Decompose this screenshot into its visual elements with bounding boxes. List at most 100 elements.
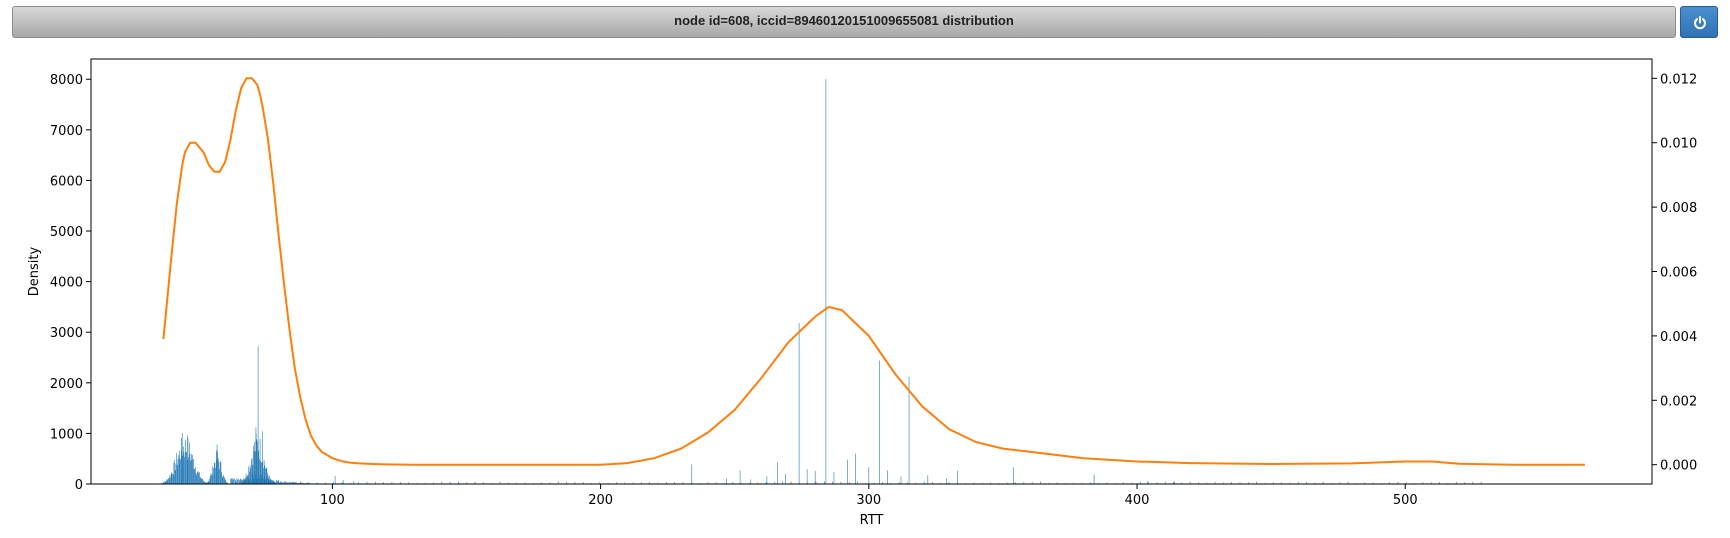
y-tick-label: 8000 [50, 73, 83, 88]
histogram-bar [195, 467, 196, 484]
histogram-bar [253, 478, 255, 484]
histogram-bar [342, 479, 344, 484]
histogram-bar [172, 474, 174, 484]
histogram-bar [566, 481, 567, 484]
histogram-bar [226, 482, 227, 484]
histogram-bar [266, 467, 268, 484]
histogram-bar [1322, 481, 1324, 484]
histogram-bar [691, 464, 693, 484]
histogram-bar [187, 435, 188, 484]
histogram-bar [251, 459, 252, 484]
histogram-bar [927, 475, 929, 484]
histogram-bar [333, 482, 335, 484]
histogram-bar [217, 452, 218, 484]
histogram-bar [1372, 482, 1374, 484]
histogram-bar [416, 482, 418, 484]
histogram-bar [259, 438, 261, 484]
histogram-bar [690, 482, 692, 484]
histogram-bar [185, 451, 187, 484]
histogram-bar [1406, 482, 1407, 484]
histogram-bar [250, 467, 252, 484]
y-tick-label: 5000 [50, 225, 83, 240]
histogram-bar [1031, 482, 1033, 484]
histogram-bar [857, 481, 858, 484]
histogram-bar [915, 482, 917, 484]
histogram-bar [1239, 482, 1241, 484]
histogram-bar [334, 475, 336, 484]
histogram-bar [1331, 482, 1332, 484]
histogram-bar [263, 468, 264, 484]
histogram-bar [216, 444, 218, 484]
histogram-bar [226, 481, 228, 484]
histogram-bar [308, 482, 310, 484]
histogram-bar [199, 472, 200, 484]
histogram-bar [1455, 481, 1457, 484]
histogram-bar [268, 480, 270, 484]
histogram-bar [177, 459, 179, 484]
histogram-bar [252, 465, 254, 484]
histogram-bar [288, 482, 289, 484]
histogram-bar [187, 438, 189, 484]
histogram-bar [366, 481, 368, 484]
histogram-bar [178, 454, 179, 484]
histogram-bar [832, 481, 833, 484]
histogram-bar [253, 451, 255, 484]
histogram-bar [1272, 482, 1274, 484]
histogram-bar [248, 466, 250, 484]
histogram-bar [247, 477, 248, 484]
histogram-bar [549, 482, 551, 484]
histogram-bar [1156, 482, 1158, 484]
histogram-bar [1430, 482, 1432, 484]
histogram-bar [1181, 482, 1183, 484]
histogram-bar [201, 479, 203, 484]
histogram-bar [300, 481, 301, 484]
histogram-bar [273, 480, 275, 484]
histogram-bar [1131, 482, 1133, 484]
histogram-bar [215, 467, 216, 484]
histogram-bar [607, 482, 609, 484]
histogram-bar [173, 462, 175, 484]
histogram-bar [285, 482, 287, 484]
histogram-bar [907, 482, 908, 484]
histogram-bar [823, 481, 825, 484]
histogram-bar [1256, 481, 1257, 484]
x-tick-label: 500 [1393, 493, 1418, 508]
histogram-bar [1164, 481, 1166, 484]
histogram-bar [973, 482, 975, 484]
histogram-bar [207, 481, 209, 484]
histogram-bar [196, 474, 197, 484]
y2-tick-label: 0.000 [1660, 459, 1697, 474]
histogram-bar [750, 479, 752, 484]
histogram-bar [277, 480, 279, 484]
histogram-bar [1048, 482, 1050, 484]
histogram-bar [235, 479, 236, 484]
histogram-bar [1356, 482, 1357, 484]
histogram-bar [164, 481, 165, 484]
histogram-bar [221, 476, 223, 484]
histogram-bar [191, 459, 193, 484]
power-button[interactable] [1680, 6, 1718, 38]
histogram-bar [574, 482, 576, 484]
histogram-bar [210, 473, 212, 484]
histogram-bar [358, 482, 359, 484]
histogram-bar [1013, 467, 1014, 484]
histogram-bar [170, 477, 171, 484]
histogram-bar [1306, 481, 1307, 484]
histogram-bar [208, 480, 210, 484]
histogram-bar [766, 476, 768, 484]
histogram-bar [280, 481, 282, 484]
histogram-bar [923, 481, 925, 484]
histogram-bar [178, 450, 180, 484]
histogram-bar [278, 479, 280, 484]
histogram-bar [198, 472, 199, 484]
y-axis-right: 0.000 0.002 0.004 0.006 0.008 0.010 0.012 [1652, 72, 1697, 474]
histogram-bar [898, 481, 900, 484]
y2-tick-label: 0.010 [1660, 137, 1697, 152]
histogram-bar [271, 480, 272, 484]
histogram-bar [171, 472, 173, 484]
histogram-bar [790, 481, 792, 484]
histogram-bar [990, 482, 991, 484]
histogram-bar [1281, 482, 1282, 484]
histogram-bar [657, 482, 659, 484]
histogram-bar [408, 482, 409, 484]
